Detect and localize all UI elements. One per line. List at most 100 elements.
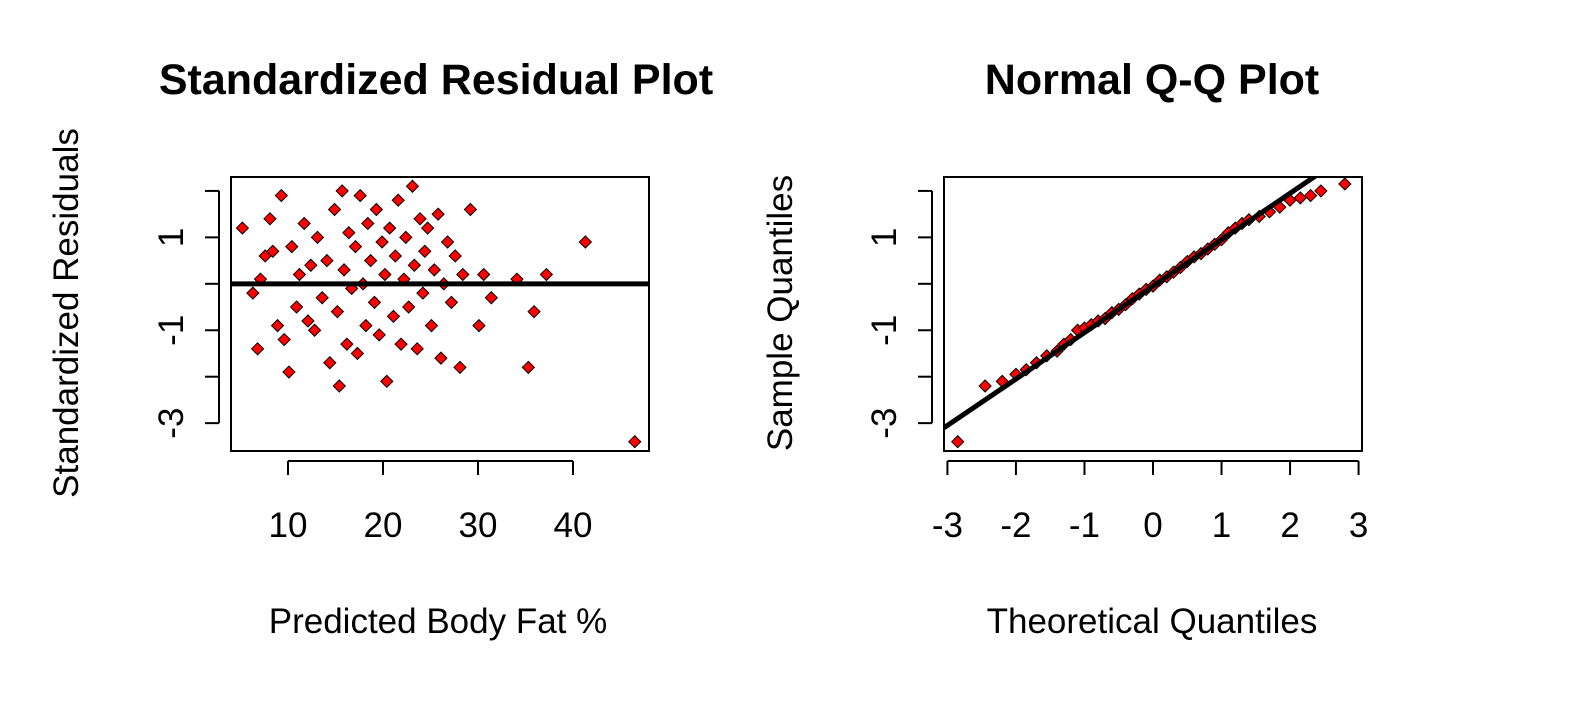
- qq-plot-x-label: Theoretical Quantiles: [987, 602, 1318, 641]
- residual-plot-point: [372, 328, 386, 342]
- residual-plot-point: [434, 351, 448, 365]
- qq-plot-y-tick-label: -1: [865, 315, 904, 346]
- residual-plot-point: [274, 188, 289, 203]
- residual-plot-y-tick-label: 1: [152, 228, 191, 247]
- residual-plot-point: [282, 365, 296, 379]
- residual-plot-x-tick-label: 30: [459, 506, 498, 545]
- qq-plot-y-tick-label: -3: [865, 408, 904, 439]
- residual-plot-point: [350, 346, 365, 361]
- residual-plot-point: [420, 221, 435, 235]
- residual-plot-point: [250, 342, 265, 356]
- qq-plot-points: [950, 177, 1352, 449]
- residual-plot-point: [327, 202, 342, 217]
- qq-plot-x-tick-label: -2: [1000, 506, 1031, 545]
- residual-plot-frame: [230, 176, 650, 452]
- residual-plot-point: [285, 239, 299, 254]
- residual-plot-point: [391, 193, 405, 207]
- residual-plot-point: [369, 202, 384, 217]
- residual-plot-point: [297, 216, 311, 231]
- residual-plot-point: [380, 374, 394, 389]
- residual-plot-point: [270, 318, 285, 333]
- residual-plot-point: [388, 249, 403, 263]
- residual-plot-point: [348, 239, 363, 254]
- residual-plot-point: [399, 230, 413, 245]
- residual-plot-point: [448, 249, 462, 263]
- residual-plot-point: [292, 267, 307, 282]
- residual-plot-point: [266, 244, 280, 259]
- residual-plot-point: [337, 263, 351, 277]
- qq-plot-point: [1338, 177, 1352, 191]
- qq-plot-point: [978, 379, 992, 393]
- residual-plot-point: [416, 286, 430, 300]
- residual-plot-point: [539, 267, 554, 282]
- residual-plot-point: [407, 258, 422, 272]
- residual-plot-point: [444, 295, 459, 310]
- qq-plot-frame: [943, 176, 1363, 452]
- residual-plot-point: [361, 216, 375, 231]
- qq-plot-title: Normal Q-Q Plot: [985, 56, 1319, 104]
- residual-plot-point: [424, 318, 439, 333]
- residual-plot-point: [527, 304, 541, 319]
- qq-plot-x-tick-label: -3: [932, 506, 963, 545]
- residual-plot-x-tick-label: 20: [364, 506, 403, 545]
- residual-plot-point: [401, 300, 416, 314]
- residual-plot-point: [335, 184, 349, 198]
- residual-plot-point: [413, 212, 427, 226]
- residual-plot-point: [628, 435, 642, 449]
- residual-plot-point: [359, 318, 373, 333]
- residual-plot-point: [440, 235, 455, 249]
- residual-plot-point: [394, 337, 408, 351]
- qq-plot-x-tick-label: 1: [1212, 506, 1231, 545]
- qq-plot-x-tick-label: -1: [1069, 506, 1100, 545]
- residual-plot-point: [484, 291, 499, 305]
- qq-plot-point: [1303, 188, 1318, 203]
- residual-plot-point: [310, 230, 325, 245]
- residual-plot-x-axis: 10 20 30 40: [269, 460, 592, 545]
- residual-plot-point: [277, 332, 291, 347]
- residual-plot-point: [323, 356, 337, 370]
- residual-plot-point: [386, 309, 401, 324]
- residual-plot-point: [405, 179, 420, 193]
- qq-plot-panel: Normal Q-Q Plot Theoretical Quantiles Sa…: [761, 56, 1368, 641]
- residual-plot-point: [340, 337, 354, 351]
- qq-plot-y-axis: -3 -1 1: [865, 189, 933, 439]
- residual-plot-point: [578, 235, 593, 249]
- residual-plot-point: [472, 318, 486, 333]
- residual-plot-point: [304, 258, 318, 272]
- residual-plot-point: [521, 360, 536, 375]
- residual-plot-point: [375, 235, 389, 249]
- residual-plot-point: [453, 360, 467, 375]
- residual-plot-point: [382, 221, 397, 235]
- residual-plot-points: [235, 179, 642, 449]
- residual-plot-point: [315, 291, 329, 305]
- residual-plot-y-tick-label: -3: [152, 408, 191, 439]
- residual-plot-point: [332, 379, 347, 393]
- residual-plot-point: [476, 267, 491, 282]
- residual-plot-panel: Standardized Residual Plot Predicted Bod…: [47, 56, 713, 641]
- residual-plot-point: [246, 286, 260, 300]
- residual-plot-point: [307, 323, 322, 337]
- residual-plot-x-label: Predicted Body Fat %: [269, 602, 608, 641]
- qq-plot-x-axis: -3 -2 -1 0 1 2 3: [932, 460, 1368, 545]
- residual-plot-point: [367, 295, 382, 310]
- residual-plot-point: [431, 207, 445, 221]
- qq-plot-reference-line: [944, 177, 1319, 431]
- residual-plot-point: [301, 314, 315, 328]
- qq-plot-x-tick-label: 0: [1143, 506, 1162, 545]
- residual-plot-point: [342, 226, 356, 240]
- qq-plot-x-tick-label: 2: [1280, 506, 1299, 545]
- qq-plot-y-label: Sample Quantiles: [761, 175, 800, 451]
- qq-plot-x-tick-label: 3: [1349, 506, 1368, 545]
- residual-plot-point: [456, 267, 470, 282]
- residual-plot-x-tick-label: 10: [269, 506, 308, 545]
- residual-plot-point: [353, 188, 367, 203]
- residual-plot-point: [427, 263, 442, 277]
- residual-plot-point: [378, 267, 392, 282]
- qq-plot-qq-line: [944, 177, 1319, 431]
- residual-plot-point: [320, 253, 334, 268]
- residual-plot-point: [418, 244, 432, 259]
- qq-plot-point: [1314, 184, 1328, 198]
- qq-plot-y-tick-label: 1: [865, 228, 904, 247]
- residual-plot-y-label: Standardized Residuals: [47, 128, 86, 498]
- residual-plot-y-tick-label: -1: [152, 315, 191, 346]
